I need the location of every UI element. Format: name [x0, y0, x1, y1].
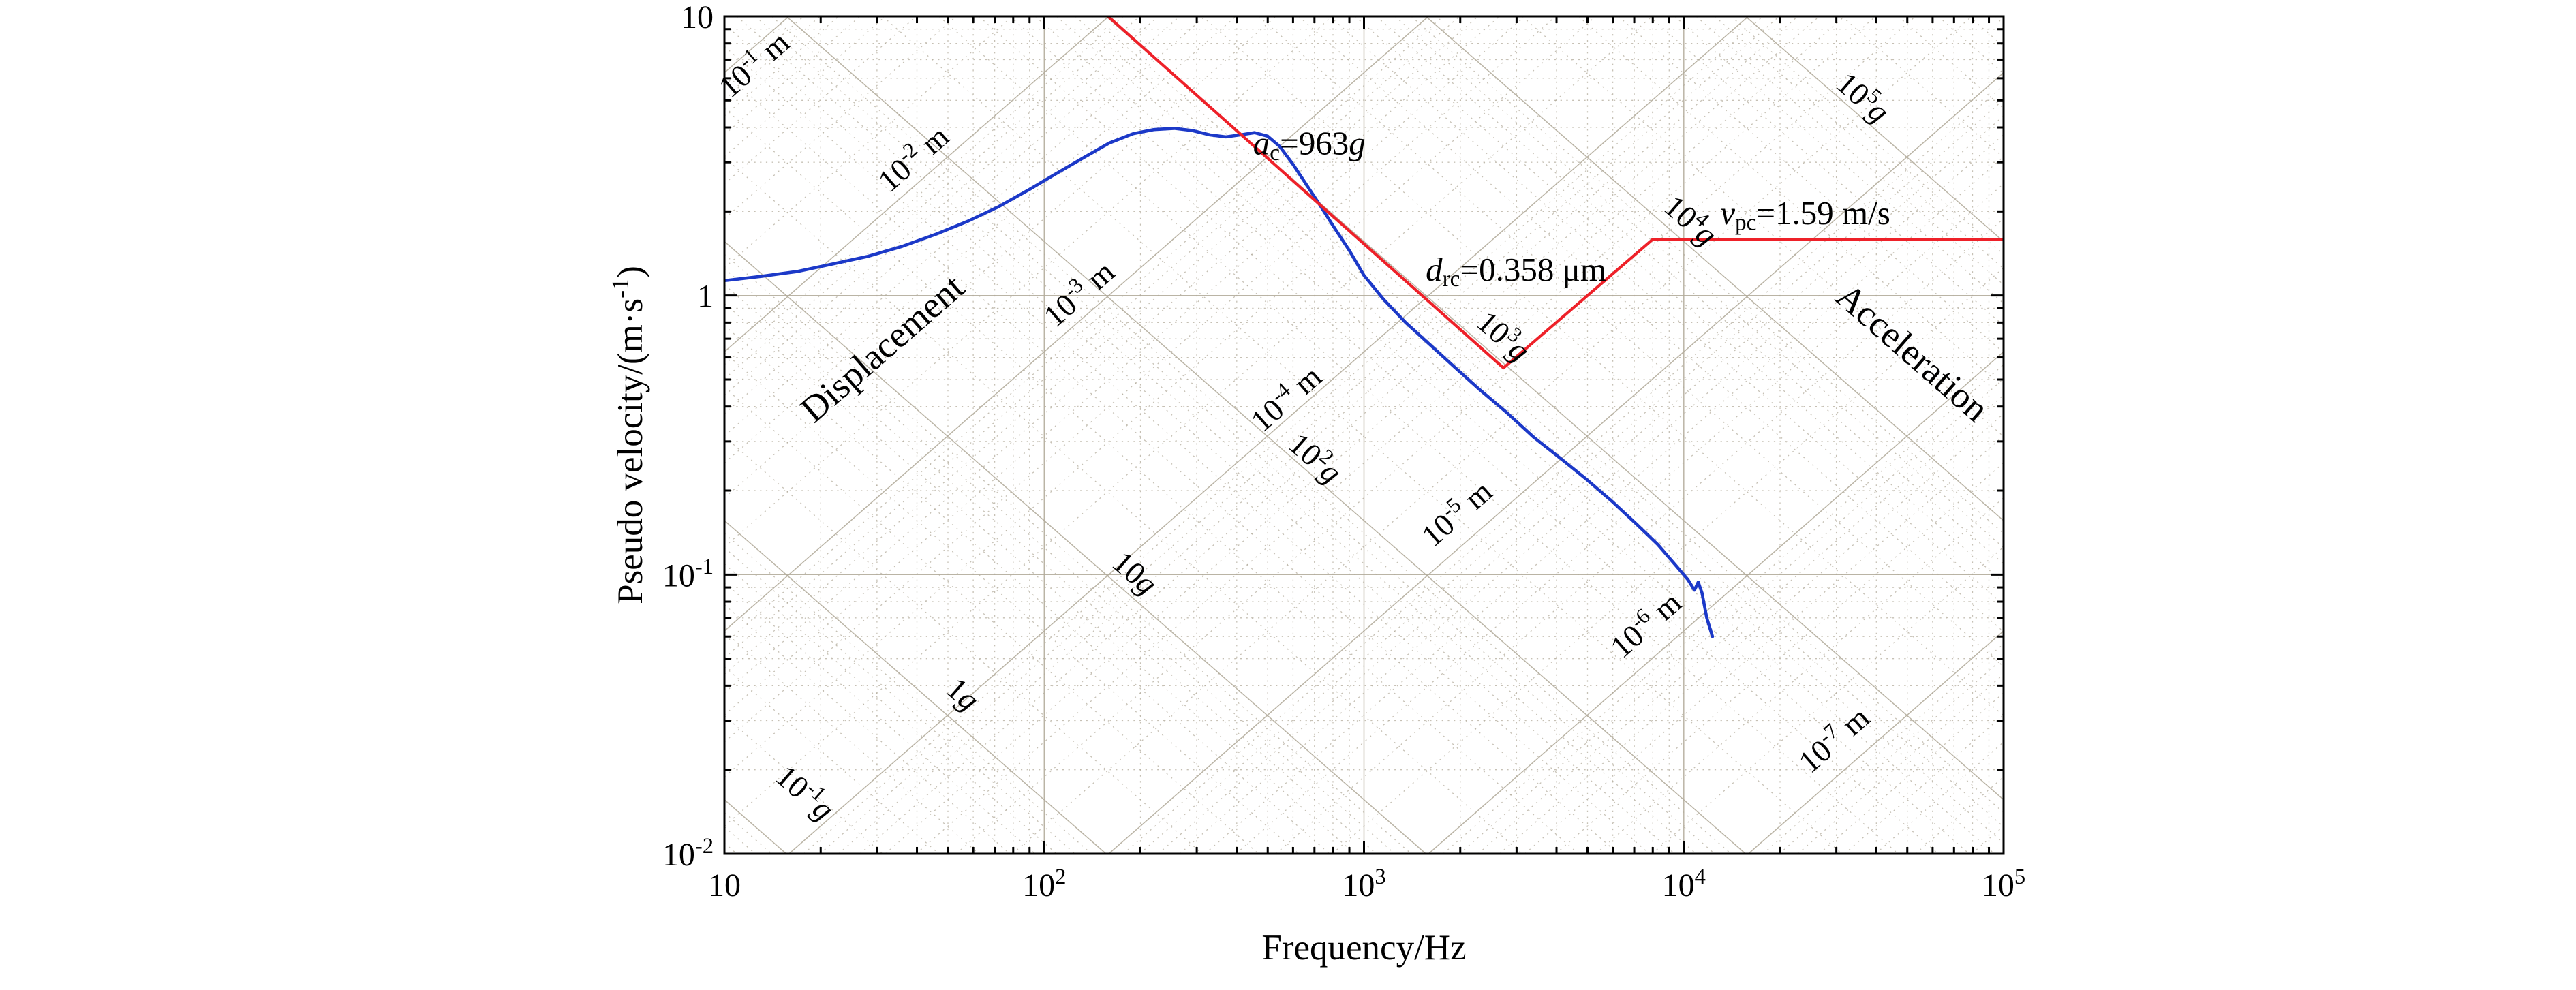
x-axis-title: Frequency/Hz	[1261, 928, 1466, 968]
tripartite-grid	[724, 16, 2004, 854]
displacement-decade-label: 10-5 m	[1413, 471, 1499, 553]
axes	[723, 15, 2005, 855]
y-tick-label: 1	[697, 279, 714, 315]
y-tick-label: 10	[681, 0, 714, 35]
acceleration-decade-label: 105g	[1830, 63, 1898, 129]
acceleration-decade-label: 104g	[1657, 186, 1726, 252]
annotation-vpc: vpc=1.59 m/s	[1720, 194, 1890, 235]
y-axis-title: Pseudo velocity/(m·s-1)	[607, 266, 650, 604]
x-tick-label: 10	[708, 867, 741, 903]
acceleration-decade-label: 10g	[1106, 544, 1165, 602]
displacement-decade-label: 10-7 m	[1790, 698, 1876, 779]
displacement-decade-label: 10-6 m	[1601, 583, 1688, 664]
limit-curve	[1105, 16, 2004, 370]
y-tick-label: 10-1	[662, 555, 714, 593]
x-tick-label: 104	[1662, 865, 1706, 903]
annotation-ac: ac=963g	[1253, 125, 1366, 166]
x-tick-label: 102	[1022, 865, 1066, 903]
shock-response-spectrum	[724, 127, 1715, 638]
displacement-decade-label: 10-3 m	[1035, 251, 1122, 333]
acceleration-decade-label: 102g	[1282, 424, 1350, 490]
y-tick-label: 10-2	[662, 834, 714, 873]
x-tick-label: 103	[1342, 865, 1385, 903]
acceleration-decade-label: 1g	[940, 670, 986, 717]
acceleration-region-label: Acceleration	[1828, 275, 1997, 430]
displacement-region-label: Displacement	[793, 266, 972, 430]
annotation-drc: drc=0.358 μm	[1426, 251, 1606, 292]
x-tick-label: 105	[1982, 865, 2025, 903]
displacement-decade-label: 10-2 m	[870, 117, 956, 198]
displacement-decade-label: 10-4 m	[1242, 356, 1329, 438]
